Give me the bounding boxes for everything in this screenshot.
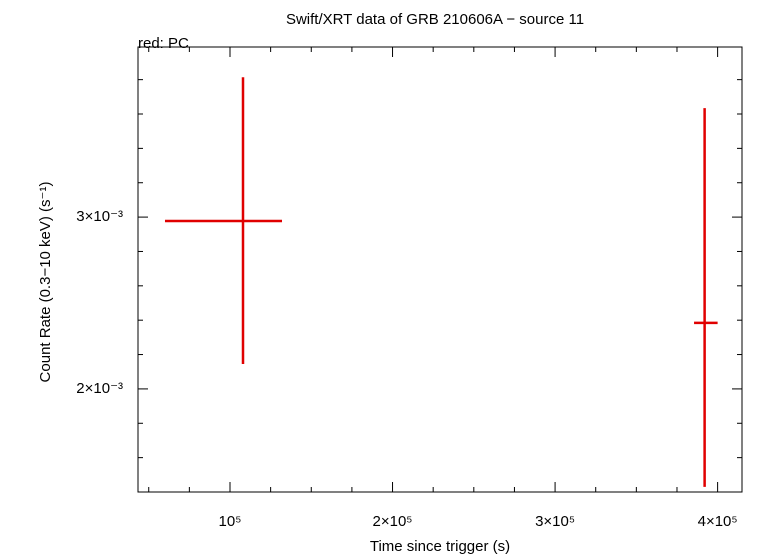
x-tick-label: 4×10⁵ [698,513,738,530]
subtitle: red: PC [138,35,189,52]
plot-frame [137,46,743,493]
x-axis-label: Time since trigger (s) [370,538,510,555]
y-tick-label: 3×10⁻³ [76,208,123,225]
chart-title: Swift/XRT data of GRB 210606A − source 1… [286,11,584,28]
x-tick-label: 3×10⁵ [535,513,575,530]
x-tick-label: 10⁵ [219,513,242,530]
x-tick-label: 2×10⁵ [373,513,413,530]
y-tick-label: 2×10⁻³ [76,380,123,397]
y-axis-label: Count Rate (0.3−10 keV) (s⁻¹) [37,182,54,383]
